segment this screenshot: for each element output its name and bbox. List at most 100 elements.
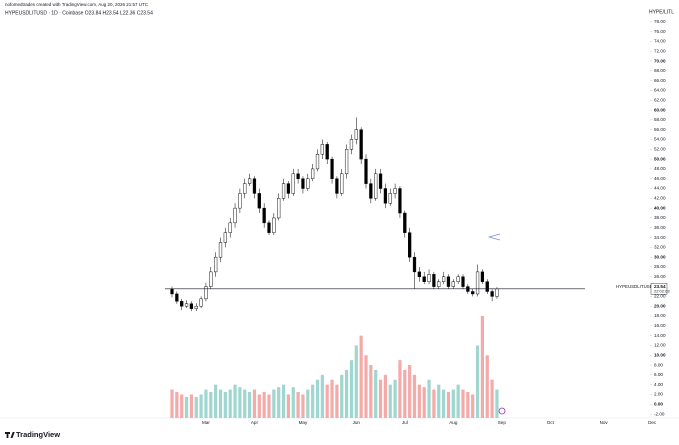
- volume-bar: [248, 392, 252, 418]
- candle-body: [223, 232, 227, 243]
- candle-body: [374, 173, 378, 199]
- volume-bar: [359, 335, 363, 418]
- price-tag-symbol: HYPEUSDLITUSD: [616, 284, 653, 289]
- candle-body: [243, 183, 247, 194]
- y-tick-label: 34.00: [654, 235, 666, 240]
- candle-body: [180, 301, 184, 307]
- candle-body: [485, 281, 489, 292]
- price-tag-value: 23.54: [654, 284, 666, 289]
- y-tick-label: 70.00: [654, 58, 666, 63]
- candle-body: [446, 276, 451, 287]
- y-tick-label: 18.00: [654, 313, 666, 318]
- volume-bar: [383, 374, 387, 418]
- drawing-arrow[interactable]: [487, 233, 501, 241]
- event-icon[interactable]: [498, 407, 506, 415]
- x-tick-label: Mar: [202, 420, 210, 425]
- y-tick-label: 54.00: [654, 137, 666, 142]
- volume-bar: [286, 394, 290, 418]
- volume-bar: [354, 345, 358, 418]
- y-tick-label: 48.00: [654, 166, 666, 171]
- candle-body: [340, 173, 344, 194]
- volume-bar: [184, 396, 189, 418]
- y-tick-label: 22.00: [654, 294, 666, 299]
- volume-bar: [495, 389, 499, 418]
- candle-body: [204, 286, 208, 300]
- brand[interactable]: TradingView: [4, 430, 60, 439]
- brand-logo: [4, 432, 15, 438]
- volume-bar: [243, 389, 247, 418]
- volume-bar: [369, 365, 373, 418]
- volume-bar: [330, 379, 334, 418]
- y-tick-label: 52.00: [654, 147, 666, 152]
- volume-bar: [432, 389, 436, 418]
- volume-bar: [218, 389, 223, 418]
- candle-body: [471, 291, 475, 295]
- candle-body: [281, 183, 286, 199]
- candle-body: [393, 188, 397, 194]
- y-tick-label: 0.00: [654, 401, 663, 406]
- y-tick-label: 58.00: [654, 117, 666, 122]
- y-tick-label: 10.00: [654, 352, 666, 357]
- volume-bars: [170, 316, 499, 418]
- candle-body: [170, 288, 174, 295]
- y-tick-label: 74.00: [654, 39, 666, 44]
- candle-body: [175, 293, 179, 302]
- candle-body: [408, 232, 412, 258]
- volume-bar: [374, 369, 378, 418]
- candle-body: [233, 207, 237, 224]
- y-tick-label: 44.00: [654, 186, 666, 191]
- candle-body: [272, 217, 276, 233]
- candle-body: [199, 298, 203, 307]
- volume-bar: [315, 379, 320, 418]
- y-tick-label: 66.00: [654, 78, 666, 83]
- volume-bar: [238, 387, 242, 418]
- brand-name: TradingView: [16, 430, 60, 439]
- volume-bar: [442, 389, 446, 418]
- candle-body: [354, 129, 358, 140]
- y-tick-label: 14.00: [654, 333, 666, 338]
- y-tick-label: -2.00: [654, 411, 665, 416]
- volume-bar: [233, 384, 237, 418]
- candle-body: [247, 178, 252, 184]
- volume-bar: [257, 394, 261, 418]
- y-tick-label: 40.00: [654, 205, 666, 210]
- candle-body: [369, 183, 373, 199]
- y-tick-label: 46.00: [654, 176, 666, 181]
- candle-body: [437, 281, 441, 287]
- volume-bar: [364, 355, 368, 418]
- volume-bar: [451, 389, 455, 418]
- candle-body: [315, 153, 320, 170]
- candle-body: [335, 178, 339, 194]
- y-tick-label: 32.00: [654, 245, 666, 250]
- volume-bar: [214, 384, 218, 418]
- y-tick-label: 56.00: [654, 127, 666, 132]
- volume-bar: [267, 394, 271, 418]
- candle-body: [398, 188, 402, 214]
- y-tick-label: 12.00: [654, 343, 666, 348]
- candle-body: [277, 198, 281, 219]
- volume-bar: [485, 355, 489, 418]
- y-tick-label: 38.00: [654, 215, 666, 220]
- candle-body: [475, 271, 480, 295]
- volume-bar: [306, 389, 310, 418]
- y-tick-label: 30.00: [654, 254, 666, 259]
- volume-bar: [437, 384, 441, 418]
- candle-body: [291, 173, 295, 194]
- volume-bar: [388, 384, 392, 418]
- candle-body: [383, 188, 388, 204]
- y-tick-label: 2.00: [654, 392, 663, 397]
- volume-bar: [252, 389, 257, 418]
- candle-body: [461, 276, 465, 287]
- y-tick-label: 62.00: [654, 97, 666, 102]
- candle-body: [252, 178, 257, 194]
- y-tick-label: 6.00: [654, 372, 663, 377]
- volume-bar: [340, 374, 344, 418]
- volume-bar: [180, 394, 184, 418]
- volume-bar: [262, 392, 266, 418]
- volume-bar: [277, 387, 281, 418]
- y-tick-label: 16.00: [654, 323, 666, 328]
- symbol-line[interactable]: HYPEUSDLITUSD · 1D · Coinbase O23.84 H23…: [5, 10, 153, 16]
- candle-body: [403, 212, 407, 233]
- y-tick-label: 72.00: [654, 48, 666, 53]
